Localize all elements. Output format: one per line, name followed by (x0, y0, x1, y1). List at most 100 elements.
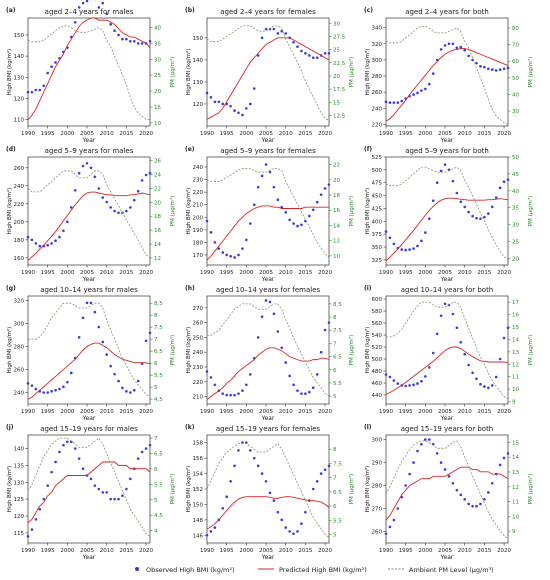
observed-point (479, 382, 482, 386)
observed-point (420, 239, 423, 243)
y-tick-label: 140 (14, 54, 25, 60)
observed-point (292, 40, 295, 44)
x-axis-label: Year (440, 554, 454, 561)
panel-title: aged 15–19 years for females (216, 425, 321, 433)
y2-tick-label: 12 (333, 239, 340, 245)
y-tick-label: 440 (372, 393, 383, 399)
observed-point (304, 51, 307, 55)
observed-point (420, 442, 423, 446)
observed-point (66, 220, 69, 224)
observed-point (427, 82, 431, 86)
y-tick-label: 220 (193, 190, 204, 196)
y-tick-label: 260 (372, 90, 383, 96)
observed-point (248, 102, 252, 106)
y2-tick-label: 7.5 (333, 328, 342, 334)
observed-point (205, 370, 209, 373)
observed-point (467, 502, 470, 506)
observed-point (109, 497, 112, 501)
x-tick-label: 1995 (220, 131, 234, 137)
observed-point (494, 69, 498, 72)
y2-tick-label: 5.5 (154, 373, 163, 379)
y-tick-label: 475 (372, 181, 383, 187)
y-tick-label: 525 (372, 155, 383, 161)
observed-point (502, 67, 506, 71)
observed-point (487, 212, 490, 215)
y-tick-label: 160 (14, 256, 25, 262)
observed-point (459, 45, 463, 49)
observed-point (392, 242, 396, 246)
y-tick-label: 220 (193, 380, 204, 386)
observed-point (304, 510, 307, 514)
observed-point (260, 36, 264, 40)
y2-tick-label: 30 (154, 57, 161, 63)
y2-tick-label: 9 (512, 529, 516, 535)
observed-point (209, 96, 213, 99)
panel-title: aged 10–14 years for both (401, 286, 494, 294)
observed-point (412, 383, 415, 387)
predicted-line (206, 37, 330, 120)
x-tick-label: 2000 (60, 409, 74, 415)
y-tick-label: 300 (372, 58, 383, 64)
panel-title: aged 5–9 years for females (220, 147, 316, 155)
y2-tick-label: 20 (154, 89, 161, 95)
y2-tick-label: 13 (512, 470, 519, 476)
panel-label: (i) (364, 285, 372, 292)
y-axis-label: High BMI (kg/m²) (364, 188, 371, 235)
x-tick-label: 1990 (200, 270, 214, 276)
observed-point (483, 498, 486, 501)
x-tick-label: 2015 (298, 409, 312, 415)
x-tick-label: 2005 (438, 548, 452, 554)
x-tick-label: 2000 (239, 131, 253, 137)
y2-tick-label: 8 (333, 447, 337, 453)
observed-point (498, 68, 502, 71)
y2-tick-label: 12.5 (333, 113, 346, 119)
observed-point (205, 219, 209, 223)
y-tick-label: 120 (14, 514, 25, 520)
observed-point (327, 183, 331, 186)
observed-point (260, 174, 264, 178)
y-tick-label: 240 (193, 350, 204, 356)
y-tick-label: 230 (193, 178, 204, 184)
plot-frame (206, 434, 330, 544)
x-tick-label: 1990 (200, 548, 214, 554)
observed-point (77, 171, 81, 175)
y2-tick-label: 50 (512, 76, 519, 82)
y2-tick-label: 12 (512, 362, 519, 368)
observed-point (424, 231, 427, 234)
predicted-line (206, 347, 330, 400)
observed-point (443, 468, 447, 471)
ambient-pm-line (206, 25, 330, 122)
x-tick-label: 1990 (21, 131, 35, 137)
legend-ambient-label: Ambient PM Level (μg/m³) (409, 566, 494, 574)
y2-tick-label: 6 (154, 467, 158, 473)
observed-point (471, 504, 474, 508)
y-axis-label: High BMI (kg/m²) (6, 49, 13, 96)
observed-point (125, 209, 128, 213)
x-tick-label: 1995 (399, 409, 413, 415)
observed-point (506, 452, 510, 455)
panel-title: aged 5–9 years for males (45, 147, 134, 155)
observed-point (319, 193, 323, 196)
y2-tick-label: 25 (154, 73, 161, 79)
observed-point (121, 494, 124, 498)
panel-label: (l) (364, 424, 372, 431)
observed-point (256, 464, 260, 468)
observed-point (276, 330, 280, 333)
observed-point (221, 392, 225, 395)
y2-tick-label: 20 (333, 74, 340, 80)
observed-point (388, 236, 392, 240)
observed-point (494, 375, 498, 379)
x-axis-label: Year (440, 276, 454, 283)
observed-point (284, 32, 288, 35)
observed-point (73, 189, 77, 192)
observed-point (237, 392, 240, 395)
y-tick-label: 152 (193, 487, 204, 493)
x-tick-label: 2000 (60, 270, 74, 276)
observed-point (311, 386, 315, 390)
y2-tick-label: 6.5 (154, 349, 163, 355)
y2-tick-label: 7.5 (154, 325, 163, 331)
observed-point (229, 393, 232, 397)
observed-point (252, 87, 256, 90)
observed-point (404, 484, 407, 487)
x-tick-label: 1990 (200, 409, 214, 415)
